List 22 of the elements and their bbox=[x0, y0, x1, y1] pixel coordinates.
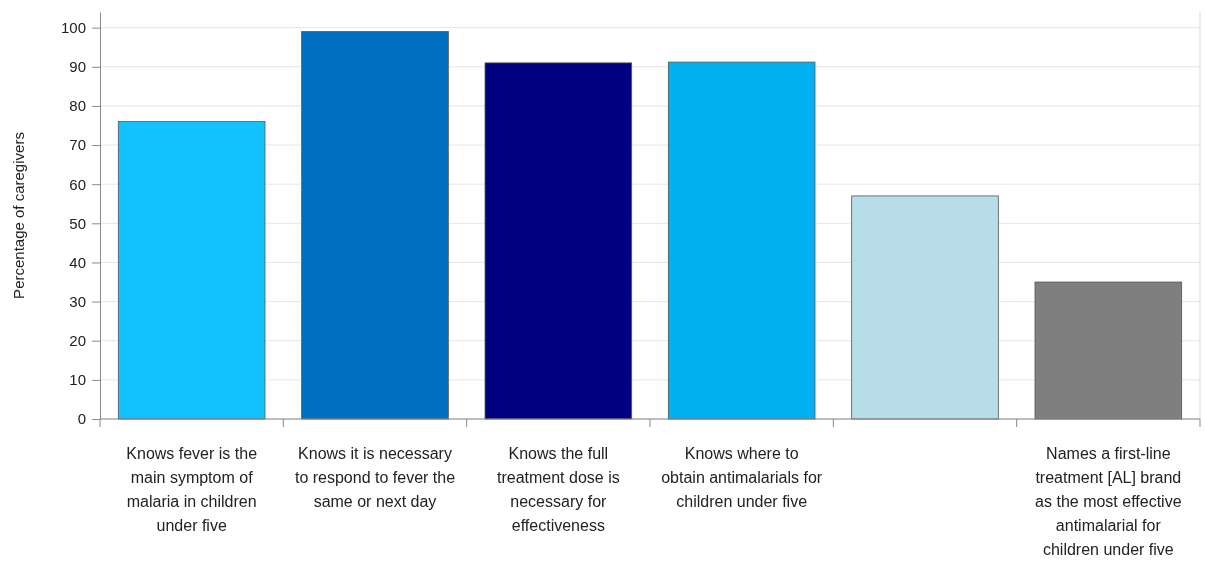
bar bbox=[667, 61, 816, 420]
bar bbox=[851, 195, 999, 420]
x-tick-label: Names a first-line treatment [AL] brand as the most effective antimalarial for children under five bbox=[1035, 445, 1182, 558]
y-tick-label: 90 bbox=[69, 58, 86, 76]
x-tick-label: Knows fever is the main symptom of malaria in children under five bbox=[126, 445, 258, 534]
y-tick-label: 100 bbox=[60, 18, 86, 36]
y-tick-label: 20 bbox=[69, 332, 86, 350]
y-tick-label: 70 bbox=[69, 136, 86, 154]
x-tick-label: Knows where to obtain antimalarials for children under five bbox=[661, 445, 823, 510]
y-tick-label: 60 bbox=[69, 175, 86, 193]
bar bbox=[301, 31, 449, 420]
y-tick-label: 40 bbox=[69, 253, 86, 271]
bar bbox=[117, 121, 266, 420]
y-axis-title: Percentage of caregivers bbox=[10, 132, 27, 299]
bar bbox=[484, 62, 633, 420]
y-tick-label: 30 bbox=[69, 292, 86, 310]
y-tick-label: 0 bbox=[77, 410, 86, 428]
x-tick-label: Knows it is necessary to respond to fever the same or next day bbox=[294, 445, 456, 510]
y-tick-label: 80 bbox=[69, 97, 86, 115]
y-tick-label: 50 bbox=[69, 214, 86, 232]
x-tick-label: Knows the full treatment dose is necessary for effectiveness bbox=[496, 445, 620, 534]
y-tick-label: 10 bbox=[69, 371, 86, 389]
